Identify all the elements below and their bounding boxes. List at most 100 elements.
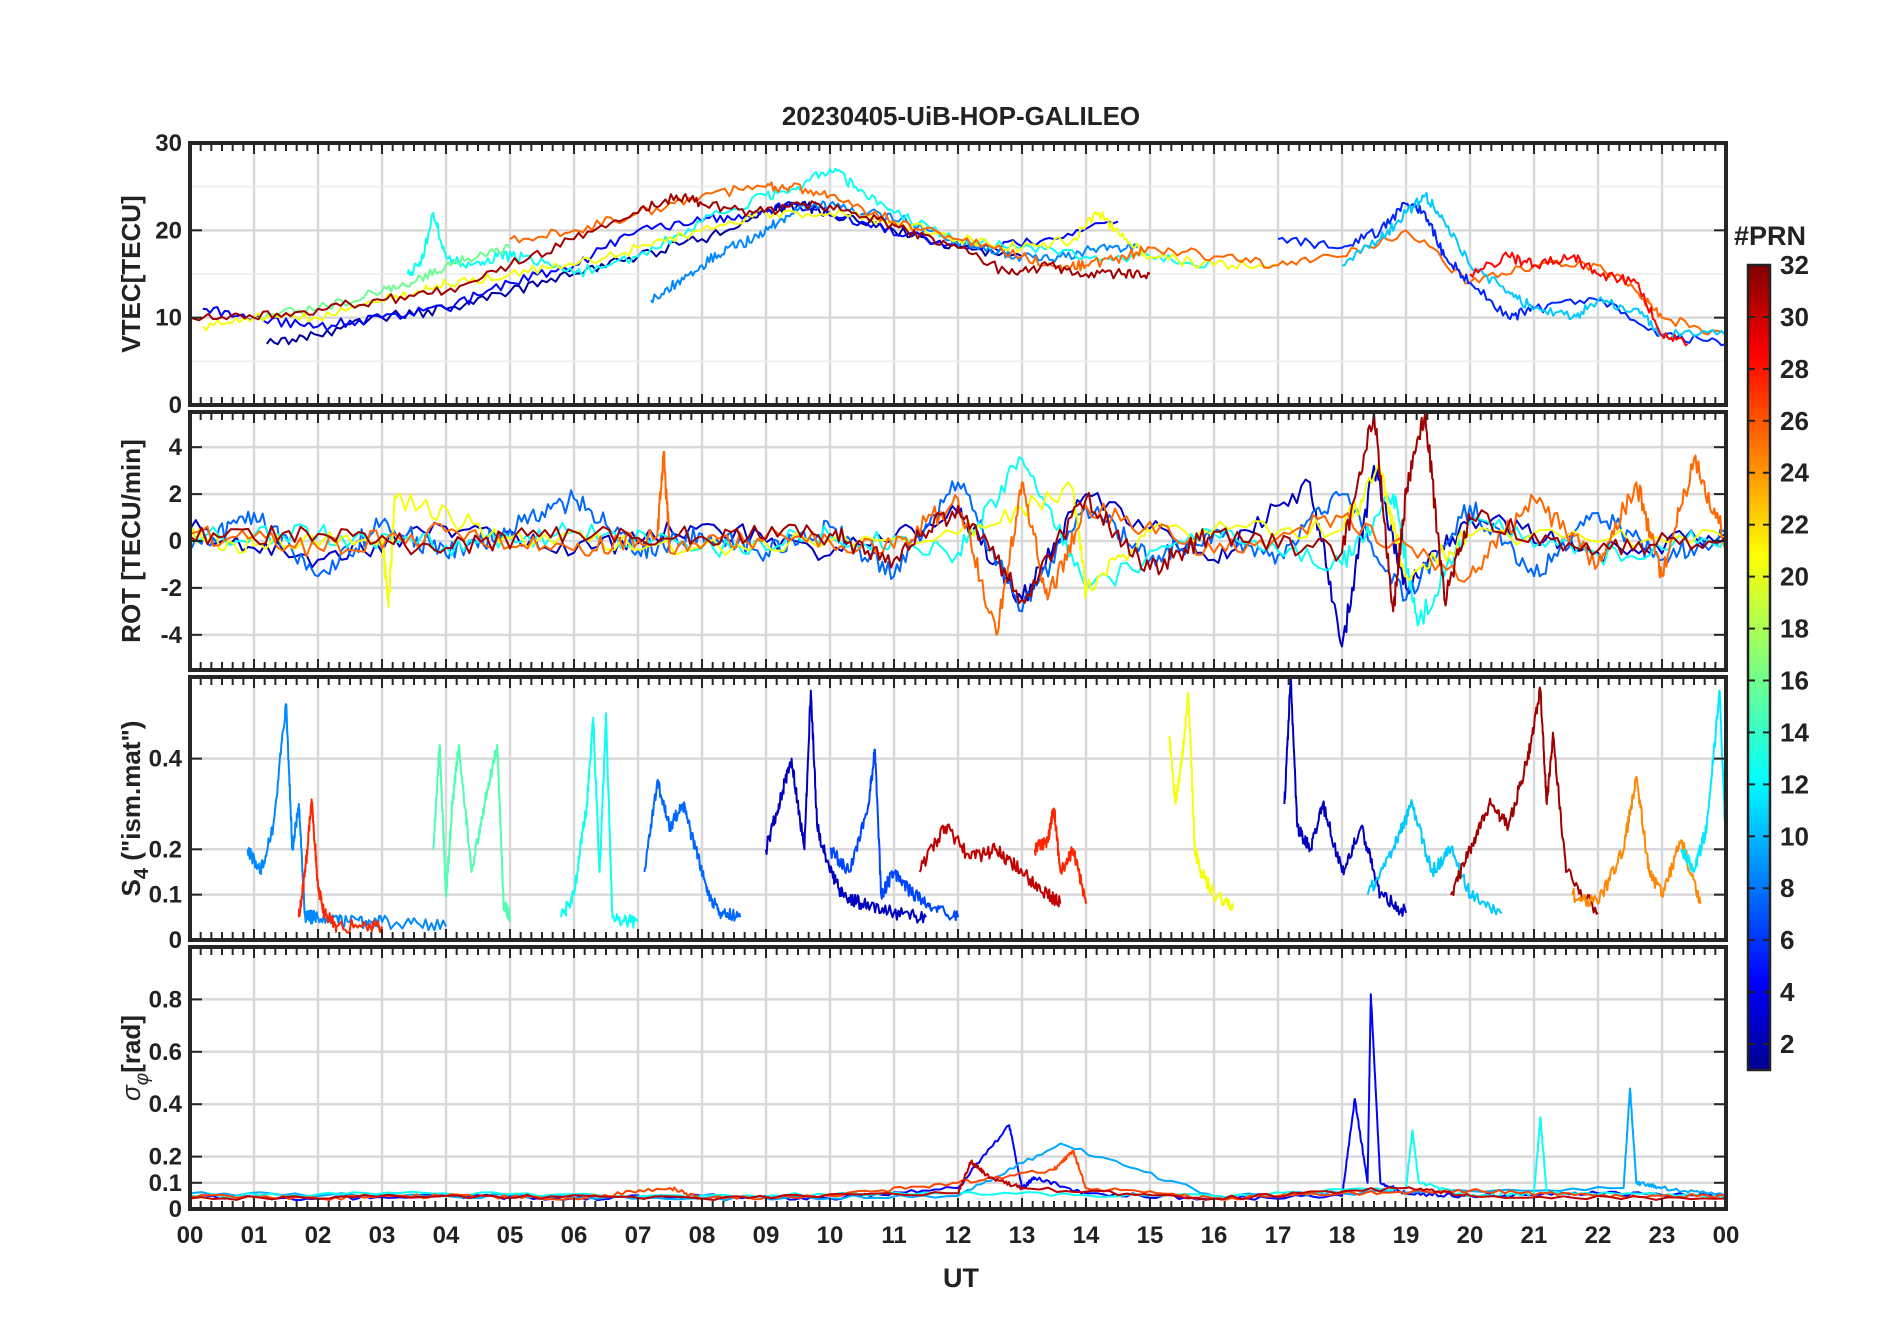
series-line-prn-31: [190, 193, 1151, 322]
y-tick-label: 0.4: [149, 1091, 183, 1118]
x-tick-label: 02: [305, 1222, 332, 1249]
y-axis-label: S4 ("ism.mat"): [116, 721, 153, 897]
series-line-prn-3: [1283, 677, 1407, 917]
x-tick-label: 17: [1265, 1222, 1292, 1249]
series-line-prn-6: [1277, 201, 1726, 347]
x-tick-label: 00: [1713, 1222, 1740, 1249]
x-tick-label: 00: [177, 1222, 204, 1249]
x-tick-label: 04: [433, 1222, 460, 1249]
y-tick-label: 0.4: [149, 746, 183, 773]
series-line-prn-31: [190, 412, 1726, 613]
series-line-prn-31: [1449, 686, 1599, 915]
series-line-prn-25: [509, 181, 1726, 336]
colorbar-tick-label: 20: [1780, 562, 1809, 592]
series-line-prn-13: [190, 1116, 1726, 1199]
colorbar-title: #PRN: [1734, 221, 1806, 251]
x-ticks: [189, 412, 1727, 670]
series-line-prn-9: [246, 703, 447, 932]
chart-title: 20230405-UiB-HOP-GALILEO: [782, 101, 1140, 131]
series-group: [190, 412, 1726, 648]
series-line-prn-27: [1033, 807, 1087, 904]
series-line-prn-11: [1342, 191, 1726, 341]
colorbar-tick-label: 32: [1780, 250, 1809, 280]
panel-s4: 0 0.1 0.2 0.4S4 ("ism.mat"): [116, 675, 1728, 954]
colorbar-tick-label: 30: [1780, 302, 1809, 332]
colorbar-gradient: [1746, 263, 1772, 1072]
y-tick-label: 4: [169, 434, 183, 461]
series-line-prn-27: [297, 798, 383, 934]
series-line-prn-8: [190, 480, 1726, 613]
series-line-prn-24: [1571, 775, 1702, 908]
series-line-prn-25: [190, 450, 1726, 636]
series-line-prn-30: [918, 823, 1062, 908]
x-tick-label: 10: [817, 1222, 844, 1249]
series-line-prn-8: [643, 778, 742, 922]
y-tick-label: 0.6: [149, 1039, 182, 1066]
y-axis-label: σφ[rad]: [116, 1015, 153, 1101]
y-tick-label: 0.1: [149, 882, 182, 909]
x-tick-label: 01: [241, 1222, 268, 1249]
y-tick-label: 0.2: [149, 836, 182, 863]
series-line-prn-20: [202, 207, 1279, 332]
x-tick-label: 22: [1585, 1222, 1612, 1249]
y-tick-label: -2: [161, 575, 182, 602]
y-ticks: 0 10 20 30: [155, 130, 1726, 419]
colorbar-tick-label: 8: [1780, 873, 1794, 903]
y-tick-label: 0: [169, 927, 182, 954]
grid-lines: [190, 412, 1726, 670]
series-line-prn-13: [560, 712, 639, 929]
panel-vtec: 0 10 20 30 VTEC[TECU]: [116, 130, 1728, 419]
y-axis-label: VTEC[TECU]: [116, 195, 146, 352]
y-tick-label: 0: [169, 528, 182, 555]
y-tick-label: 0: [169, 392, 182, 419]
series-line-prn-11: [1366, 799, 1503, 916]
colorbar-tick-label: 28: [1780, 354, 1809, 384]
y-tick-label: 0.2: [149, 1144, 182, 1171]
colorbar-tick-label: 26: [1780, 406, 1809, 436]
colorbar-tick-label: 12: [1780, 769, 1809, 799]
series-line-prn-12: [1680, 689, 1726, 873]
series-line-prn-15: [432, 744, 511, 922]
series-group: [190, 993, 1726, 1202]
x-tick-label: 15: [1137, 1222, 1164, 1249]
x-tick-label: 05: [497, 1222, 524, 1249]
y-tick-label: 10: [155, 305, 182, 332]
x-tick-label: 09: [753, 1222, 780, 1249]
x-tick-label: 12: [945, 1222, 972, 1249]
series-group: [246, 677, 1726, 934]
x-ticks: [189, 677, 1727, 940]
x-tick-label: 13: [1009, 1222, 1036, 1249]
y-tick-label: 0.8: [149, 986, 182, 1013]
x-tick-label: 20: [1457, 1222, 1484, 1249]
x-axis-label: UT: [943, 1263, 979, 1293]
x-tick-label: 07: [625, 1222, 652, 1249]
x-tick-label: 18: [1329, 1222, 1356, 1249]
y-tick-label: -4: [161, 622, 183, 649]
colorbar-tick-label: 2: [1780, 1029, 1794, 1059]
panel-sigma_phi: 00.10.2 0.4 0.6 0.8σφ[rad]: [116, 945, 1728, 1223]
y-tick-label: 0.1: [149, 1170, 182, 1197]
x-tick-label: 06: [561, 1222, 588, 1249]
colorbar-tick-label: 10: [1780, 821, 1809, 851]
panel-rot: -4 -2 0 2 4 ROT [TECU/min]: [116, 410, 1728, 672]
series-line-prn-20: [190, 462, 1726, 608]
x-tick-labels: 00 01 02 03 04 05 06 07 08 09 10 11 12 13 14 15 16 17 18 19…: [177, 1222, 1740, 1249]
y-tick-label: 2: [169, 481, 182, 508]
series-group: [190, 167, 1726, 347]
colorbar-tick-label: 18: [1780, 614, 1809, 644]
x-ticks: [189, 947, 1727, 1209]
x-tick-label: 14: [1073, 1222, 1100, 1249]
x-tick-label: 23: [1649, 1222, 1676, 1249]
y-ticks: 00.10.2 0.4 0.6 0.8: [149, 986, 1726, 1223]
x-tick-label: 08: [689, 1222, 716, 1249]
y-tick-label: 20: [155, 217, 182, 244]
colorbar-tick-label: 6: [1780, 925, 1794, 955]
colorbar-tick-label: 16: [1780, 665, 1809, 695]
series-line-prn-30: [190, 1159, 1726, 1201]
x-tick-label: 16: [1201, 1222, 1228, 1249]
x-tick-label: 03: [369, 1222, 396, 1249]
